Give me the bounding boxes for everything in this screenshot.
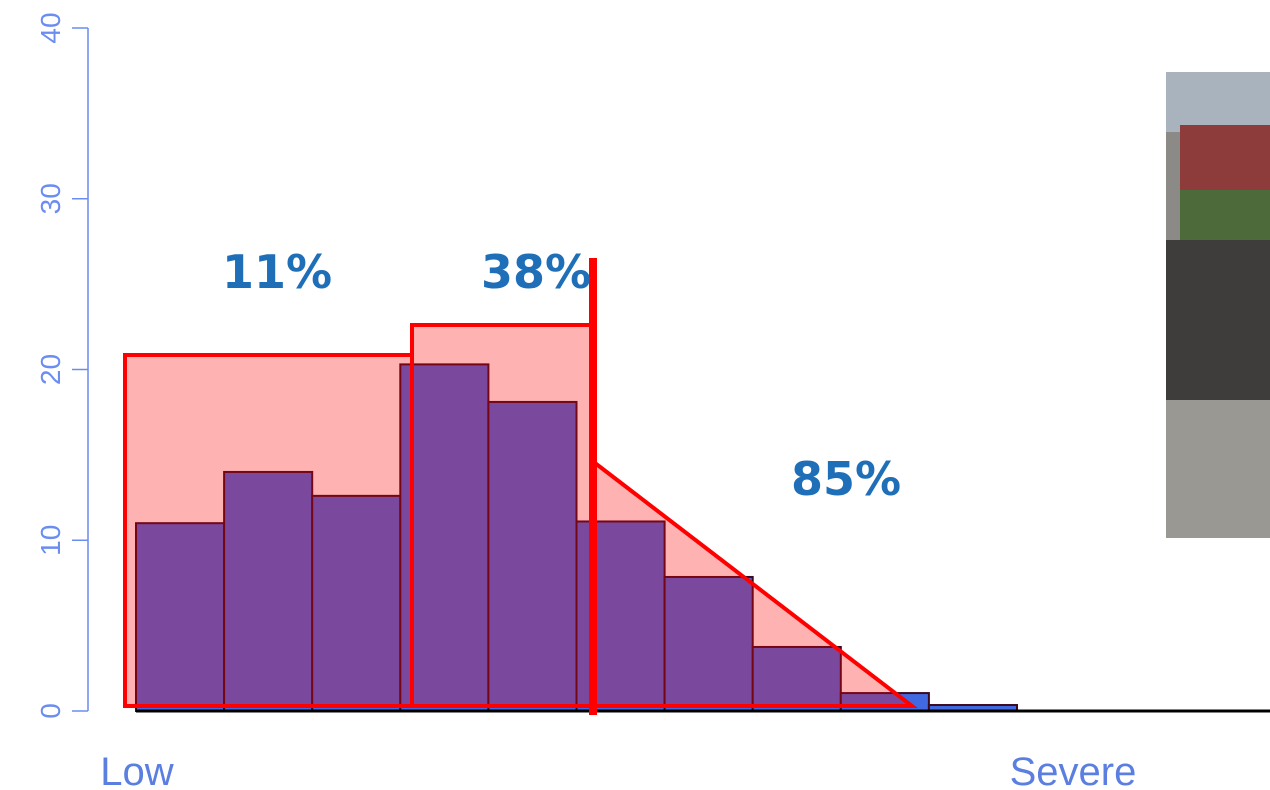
bar [399,363,490,712]
y-tick-label: 30 [35,183,66,214]
bar-group [135,363,1019,713]
y-tick-label: 20 [35,354,66,385]
overlay-region [410,323,594,708]
photo-people [1166,240,1270,400]
bar [751,645,842,712]
overlay [123,258,918,715]
x-axis-label: Severe [1010,750,1137,790]
overlay-region [123,353,414,708]
bar [311,494,402,713]
bar [135,522,226,712]
photo-pavement [1166,400,1270,538]
y-tick-label: 40 [35,12,66,43]
x-axis-label: Low [100,750,173,790]
y-tick-label: 0 [35,703,66,719]
photo-sky [1166,72,1270,132]
annotation: 11% [222,245,332,299]
bar [223,470,314,713]
photo-trees [1180,190,1270,240]
annotation: 38% [481,245,591,299]
y-tick-label: 10 [35,525,66,556]
photo [1166,72,1270,538]
annotation: 85% [791,452,901,506]
